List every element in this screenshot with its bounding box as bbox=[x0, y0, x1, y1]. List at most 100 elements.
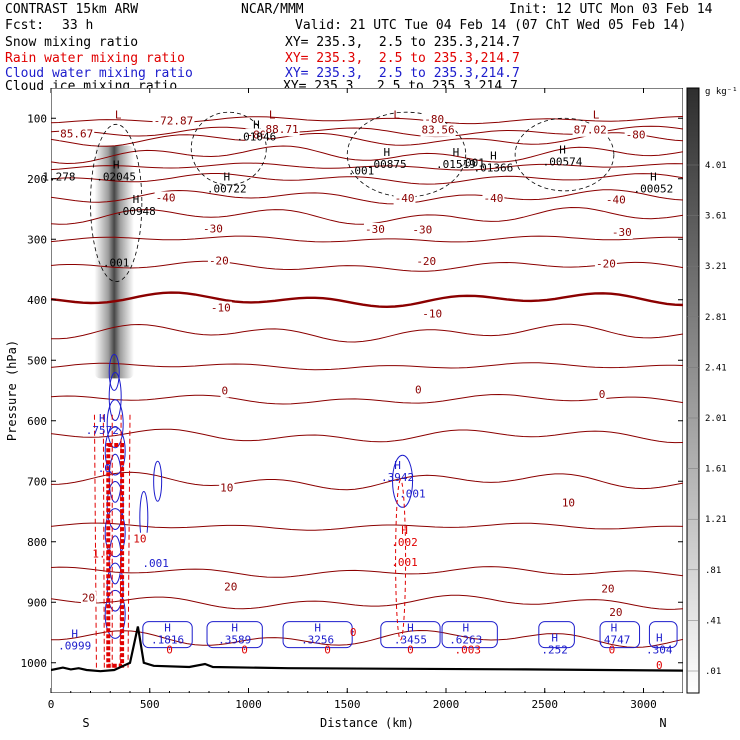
rain-water-contour bbox=[395, 479, 407, 641]
contour-value-label: .001 bbox=[142, 557, 169, 570]
contour-value-label: 1.0 bbox=[92, 547, 112, 560]
contour-label-bg bbox=[421, 307, 444, 321]
contour-label-bg bbox=[414, 383, 423, 397]
contour-label: -20 bbox=[209, 254, 229, 267]
contour-label: 88.71 bbox=[266, 123, 299, 136]
extremum-value: .4747 bbox=[597, 633, 630, 646]
extremum-symbol: H bbox=[314, 621, 321, 634]
contour-label: -40 bbox=[606, 193, 626, 206]
extremum-symbol: H bbox=[551, 632, 558, 645]
x-tick-label: 1500 bbox=[334, 698, 361, 711]
extremum-symbol: H bbox=[133, 193, 140, 206]
y-tick-label: 1000 bbox=[21, 657, 48, 670]
contour-value-label: 0 bbox=[656, 659, 663, 672]
contour-value-label: .001 bbox=[348, 165, 375, 178]
y-tick-label: 500 bbox=[27, 354, 47, 367]
cloud-water-contour bbox=[106, 399, 124, 449]
extremum-value: .00574 bbox=[543, 155, 583, 168]
extremum-symbol: H bbox=[164, 621, 171, 634]
cloud-water-contour bbox=[282, 621, 353, 649]
extremum-symbol: H bbox=[223, 171, 230, 184]
plot-area bbox=[51, 88, 683, 693]
colorbar-tick-label: 2.41 bbox=[705, 363, 727, 373]
contour-label: -20 bbox=[416, 255, 436, 268]
extremum-value: .00875 bbox=[367, 158, 407, 171]
snow-shading-column bbox=[94, 145, 134, 379]
y-tick-label: 200 bbox=[27, 173, 47, 186]
forecast-label: Fcst: bbox=[5, 18, 45, 33]
y-tick-label: 300 bbox=[27, 233, 47, 246]
forecast-hour: 33 h bbox=[62, 18, 94, 33]
contour-label-bg bbox=[572, 123, 608, 137]
field-name-snow: Snow mixing ratio bbox=[5, 35, 139, 50]
extremum-value: .3455 bbox=[394, 633, 427, 646]
cloud-water-contour bbox=[380, 621, 441, 649]
contour-label: 0 bbox=[221, 385, 228, 398]
contour-label: -80 bbox=[626, 129, 646, 142]
contour-label: -40 bbox=[156, 192, 176, 205]
colorbar-tick-label: 3.61 bbox=[705, 212, 727, 222]
contour-label: 10 bbox=[220, 481, 233, 494]
rain-water-core bbox=[106, 442, 125, 668]
contour-label: 87.02 bbox=[574, 124, 607, 137]
colorbar bbox=[686, 87, 700, 694]
extremum-symbol: H bbox=[394, 459, 401, 472]
extremum-value: .002 bbox=[391, 536, 418, 549]
contour-label-bg bbox=[220, 384, 230, 398]
contour-label-bg bbox=[154, 191, 177, 205]
contour-value-label: 0 bbox=[407, 644, 414, 657]
cloud-water-contour bbox=[108, 372, 122, 422]
contour-label-bg bbox=[482, 192, 505, 206]
y-axis-title: Pressure (hPa) bbox=[5, 340, 19, 441]
contour-label-bg bbox=[264, 123, 300, 137]
isotherm-line bbox=[51, 173, 683, 185]
extremum-value: .01046 bbox=[237, 131, 277, 144]
contour-label: 0 bbox=[599, 388, 606, 401]
contour-label-bg bbox=[363, 222, 386, 236]
contour-value-label: .003 bbox=[454, 644, 481, 657]
isotherm-line bbox=[51, 291, 683, 309]
org-label: NCAR/MMM bbox=[241, 2, 304, 17]
extremum-value: .1816 bbox=[151, 633, 184, 646]
field-xy-snow: XY= 235.3, 2.5 to 235.3,214.7 bbox=[285, 35, 520, 50]
contour-label: -40 bbox=[395, 192, 415, 205]
contour-label: -30 bbox=[203, 222, 223, 235]
extremum-symbol: H bbox=[611, 621, 618, 634]
contour-value-label: 0 bbox=[350, 626, 357, 639]
contour-label-bg bbox=[560, 496, 577, 510]
contour-label-bg bbox=[415, 255, 438, 269]
contour-label: 20 bbox=[82, 591, 95, 604]
x-axis-title: Distance (km) bbox=[320, 716, 414, 730]
extremum-symbol: H bbox=[559, 143, 566, 156]
extremum-symbol: H bbox=[113, 158, 120, 171]
extremum-symbol: H bbox=[490, 149, 497, 162]
extremum-symbol: L bbox=[269, 108, 276, 121]
x-tick-label: 500 bbox=[140, 698, 160, 711]
x-tick-label: 0 bbox=[48, 698, 55, 711]
contour-label: -72.87 bbox=[154, 115, 194, 128]
isotherm-line bbox=[51, 323, 683, 343]
x-tick-label: 1000 bbox=[235, 698, 262, 711]
isotherm-line bbox=[51, 132, 683, 147]
colorbar-tick-label: 1.21 bbox=[705, 515, 727, 525]
contour-label: 83.56 bbox=[422, 124, 455, 137]
contour-label-bg bbox=[80, 591, 97, 605]
field-xy-rain: XY= 235.3, 2.5 to 235.3,214.7 bbox=[285, 51, 520, 66]
contour-label: -30 bbox=[612, 226, 632, 239]
cloud-ice-contour bbox=[514, 117, 615, 192]
isotherm-line bbox=[51, 522, 683, 531]
extremum-value: .01519 bbox=[436, 158, 476, 171]
extremum-value: .7572 bbox=[86, 424, 119, 437]
contour-label-bg bbox=[393, 192, 416, 206]
cloud-water-contour bbox=[108, 353, 120, 391]
field-xy-cloud-water: XY= 235.3, 2.5 to 235.3,214.7 bbox=[285, 66, 520, 81]
cloud-ice-contour bbox=[190, 111, 267, 186]
extremum-symbol: H bbox=[401, 524, 408, 537]
extremum-value: .00948 bbox=[116, 205, 156, 218]
contour-label-bg bbox=[595, 257, 617, 271]
isotherm-line bbox=[51, 629, 683, 648]
extremum-symbol: H bbox=[383, 146, 390, 159]
contour-label-bg bbox=[423, 112, 446, 126]
extremum-value: .304 bbox=[646, 644, 673, 657]
colorbar-tick-label: 3.21 bbox=[705, 262, 727, 272]
